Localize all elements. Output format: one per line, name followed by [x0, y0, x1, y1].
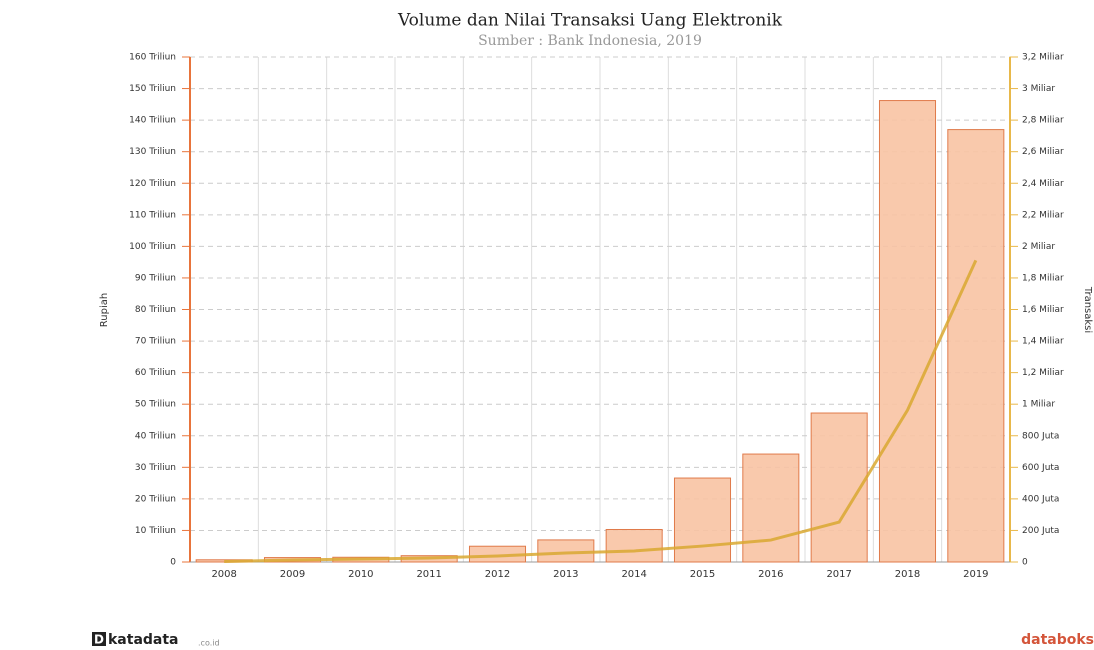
- chart: Volume dan Nilai Transaksi Uang Elektron…: [0, 0, 1094, 650]
- y-tick-label: 90 Triliun: [135, 273, 176, 283]
- y2-tick-label: 1,8 Miliar: [1022, 273, 1064, 283]
- bar: [743, 454, 799, 562]
- y2-tick-label: 400 Juta: [1022, 494, 1059, 504]
- x-tick-label: 2012: [485, 569, 510, 580]
- bar: [606, 529, 662, 562]
- y2-tick-label: 2,2 Miliar: [1022, 210, 1064, 220]
- y-tick-label: 0: [170, 558, 176, 568]
- y-axis-label: Rupiah: [99, 293, 110, 327]
- x-tick-label: 2014: [621, 569, 646, 580]
- y-tick-label: 80 Triliun: [135, 305, 176, 315]
- y-tick-label: 50 Triliun: [135, 400, 176, 410]
- y2-tick-label: 2 Miliar: [1022, 242, 1055, 252]
- y2-tick-label: 600 Juta: [1022, 463, 1059, 473]
- y-tick-label: 100 Triliun: [129, 242, 176, 252]
- y2-tick-label: 1 Miliar: [1022, 400, 1055, 410]
- y2-tick-label: 800 Juta: [1022, 431, 1059, 441]
- brand-right: databoks: [1021, 632, 1094, 648]
- chart-subtitle: Sumber : Bank Indonesia, 2019: [478, 33, 702, 49]
- y2-tick-label: 1,6 Miliar: [1022, 305, 1064, 315]
- x-tick-label: 2011: [416, 569, 441, 580]
- y-tick-label: 140 Triliun: [129, 116, 176, 126]
- y2-tick-label: 2,8 Miliar: [1022, 116, 1064, 126]
- y-tick-label: 110 Triliun: [129, 210, 176, 220]
- y-tick-label: 70 Triliun: [135, 337, 176, 347]
- x-tick-label: 2015: [690, 569, 715, 580]
- y-tick-label: 120 Triliun: [129, 179, 176, 189]
- bar: [948, 130, 1004, 562]
- bar: [674, 478, 730, 562]
- x-tick-label: 2017: [826, 569, 851, 580]
- x-tick-label: 2016: [758, 569, 783, 580]
- y-tick-label: 60 Triliun: [135, 368, 176, 378]
- y2-tick-label: 3,2 Miliar: [1022, 53, 1064, 63]
- chart-title: Volume dan Nilai Transaksi Uang Elektron…: [397, 11, 783, 31]
- y-tick-label: 20 Triliun: [135, 494, 176, 504]
- y-tick-label: 150 Triliun: [129, 84, 176, 94]
- y-tick-label: 30 Triliun: [135, 463, 176, 473]
- x-tick-label: 2013: [553, 569, 578, 580]
- logo-mark: D: [94, 633, 104, 647]
- logo-suffix: .co.id: [198, 639, 220, 648]
- y2-tick-label: 3 Miliar: [1022, 84, 1055, 94]
- y2-tick-label: 2,6 Miliar: [1022, 147, 1064, 157]
- y-tick-label: 160 Triliun: [129, 53, 176, 63]
- x-tick-label: 2019: [963, 569, 988, 580]
- x-tick-label: 2008: [211, 569, 236, 580]
- y2-tick-label: 1,2 Miliar: [1022, 368, 1064, 378]
- x-tick-label: 2010: [348, 569, 373, 580]
- y2-tick-label: 1,4 Miliar: [1022, 337, 1064, 347]
- x-tick-label: 2018: [895, 569, 920, 580]
- y2-axis-label: Transaksi: [1082, 286, 1093, 333]
- y2-tick-label: 0: [1022, 558, 1028, 568]
- y-tick-label: 130 Triliun: [129, 147, 176, 157]
- x-tick-label: 2009: [280, 569, 305, 580]
- y-tick-label: 40 Triliun: [135, 431, 176, 441]
- y2-tick-label: 2,4 Miliar: [1022, 179, 1064, 189]
- logo-text: katadata: [108, 632, 179, 648]
- bar: [879, 101, 935, 562]
- y-tick-label: 10 Triliun: [135, 526, 176, 536]
- y2-tick-label: 200 Juta: [1022, 526, 1059, 536]
